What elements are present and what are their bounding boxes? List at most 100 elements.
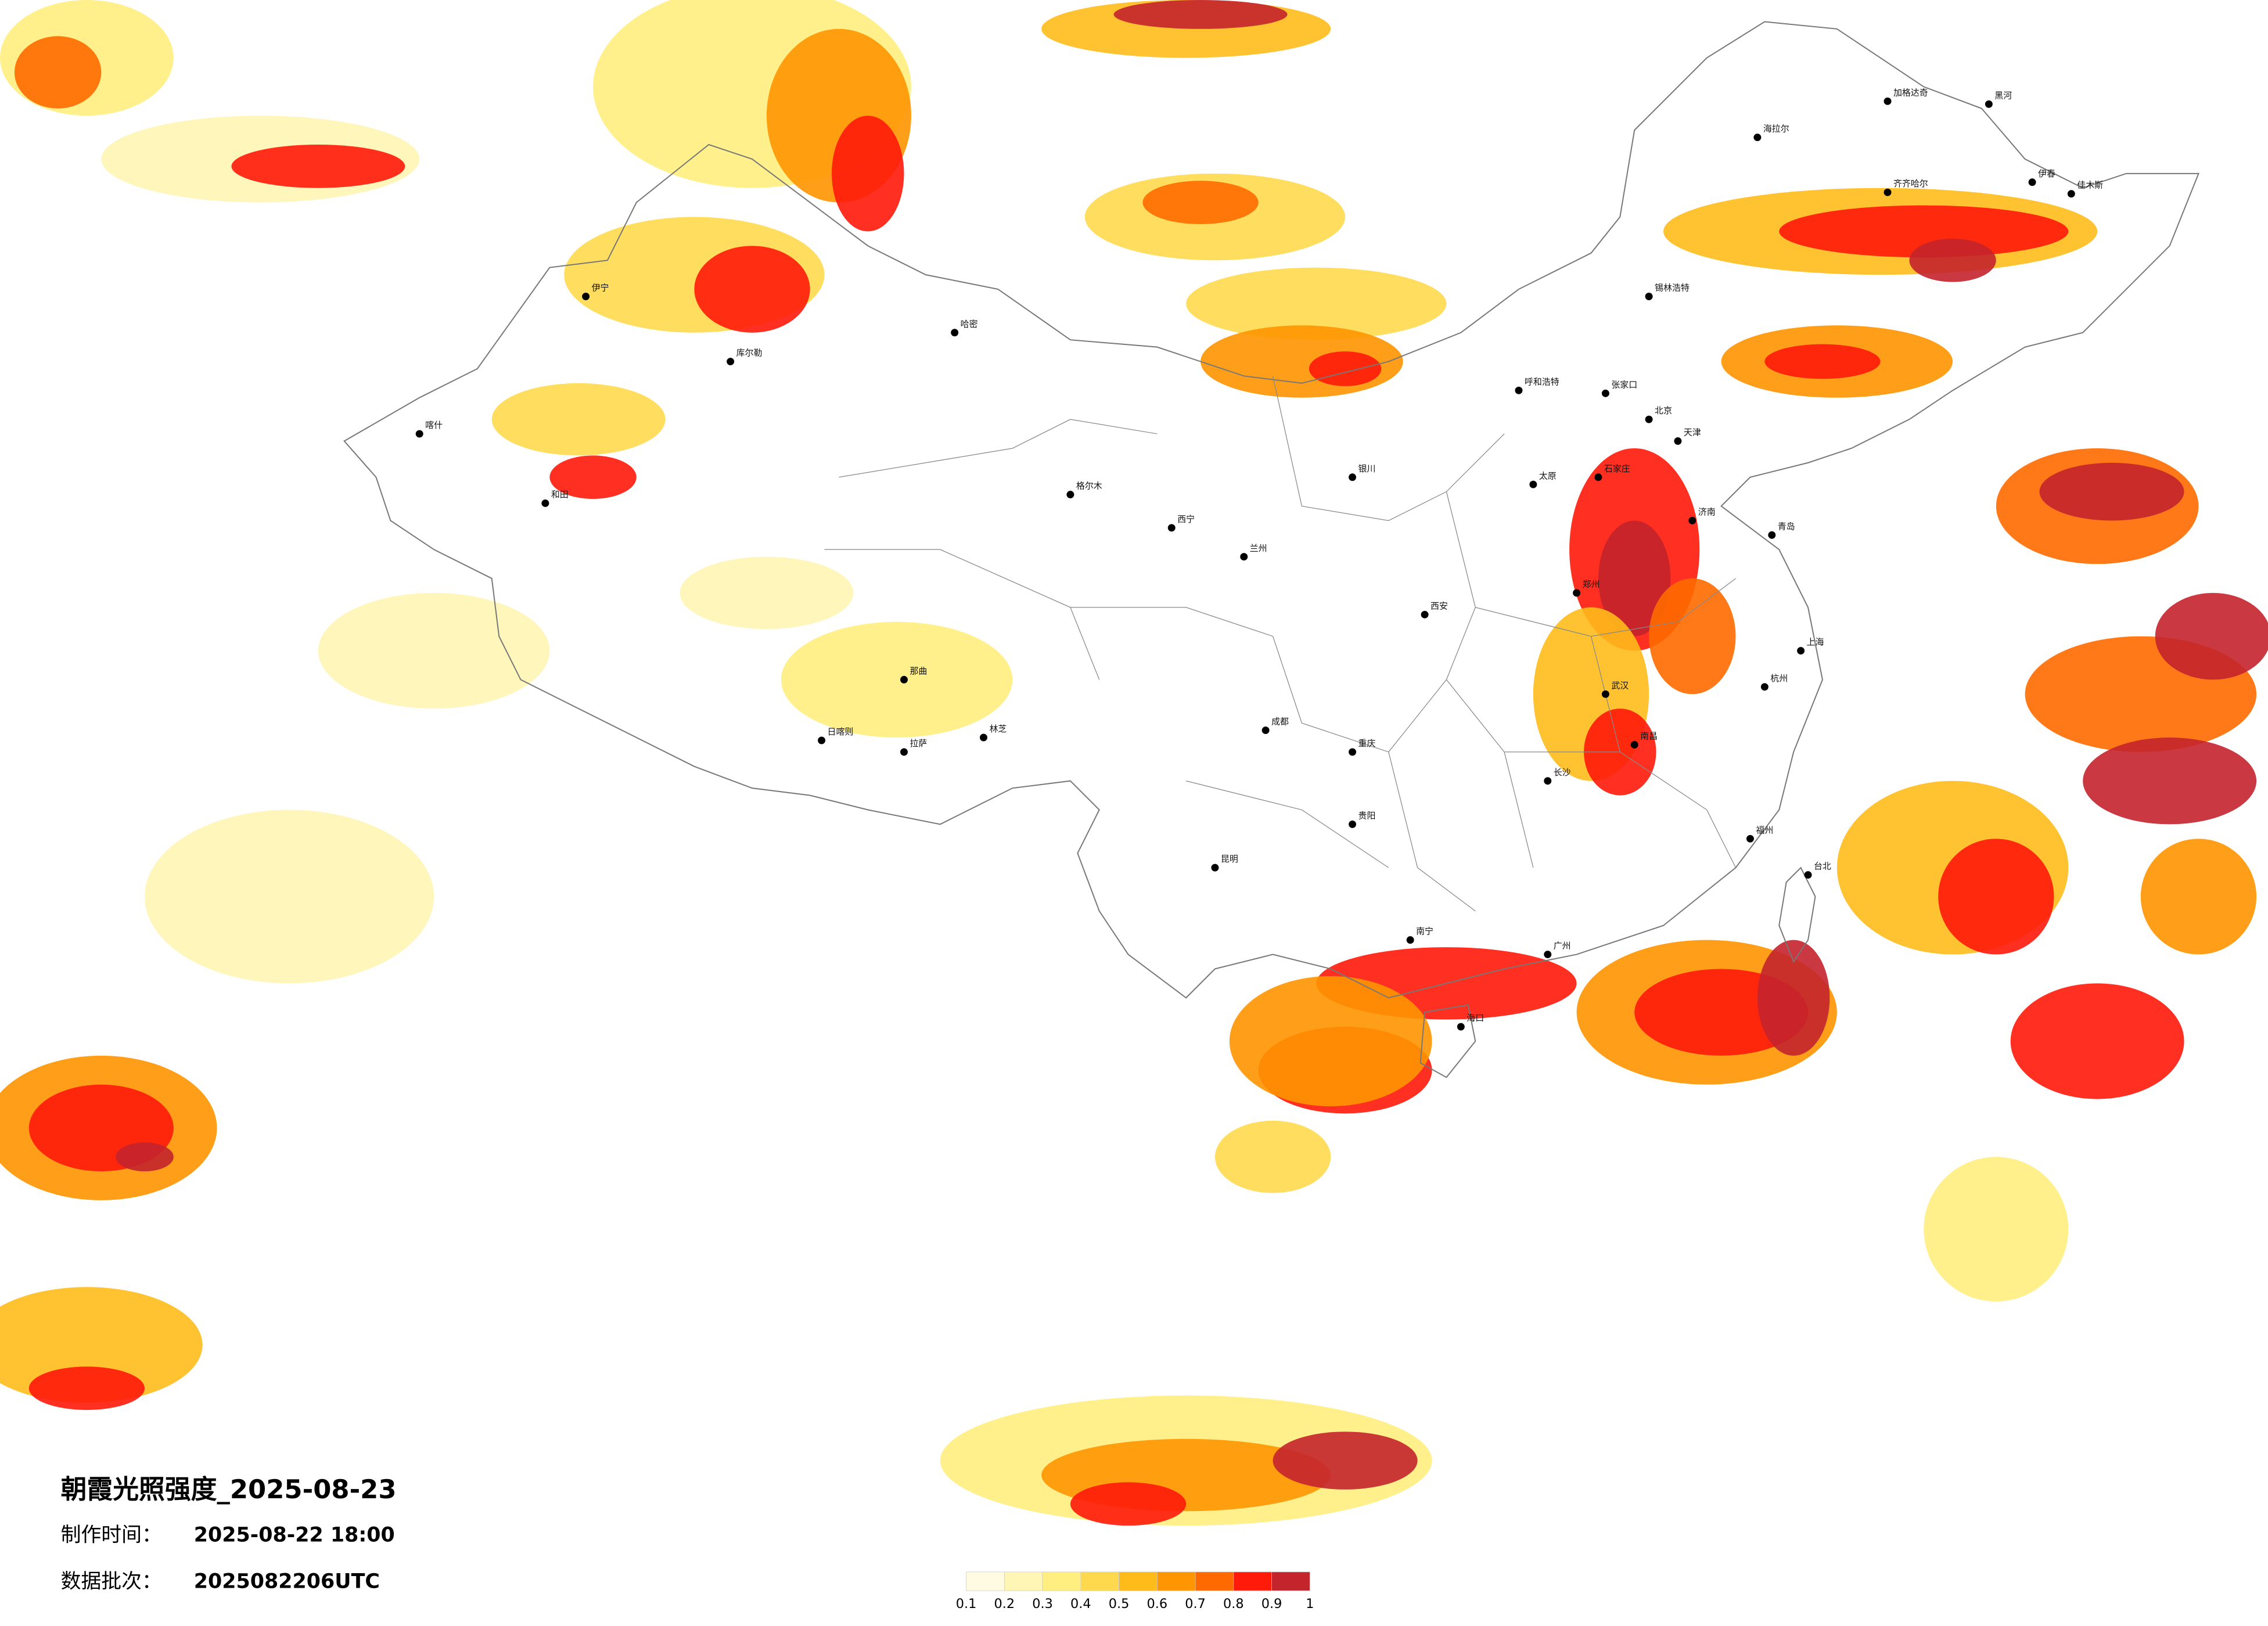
legend-swatch	[1271, 1571, 1310, 1591]
city-label: 呼和浩特	[1525, 376, 1559, 387]
intensity-area	[1142, 181, 1259, 224]
city-label: 银川	[1358, 463, 1376, 474]
city-dot	[1544, 777, 1552, 785]
intensity-area	[1070, 1482, 1187, 1526]
city-dot	[1349, 820, 1357, 828]
intensity-area	[1764, 344, 1881, 379]
city-label: 天津	[1684, 427, 1701, 438]
legend-tick-label: 0.9	[1261, 1596, 1282, 1611]
legend-tick-label: 0.7	[1185, 1596, 1206, 1611]
intensity-area	[2083, 738, 2257, 825]
city-label: 石家庄	[1604, 463, 1630, 474]
city-label: 太原	[1539, 470, 1557, 481]
city-dot	[1645, 415, 1653, 423]
intensity-area	[1186, 267, 1447, 340]
data-batch-value: 2025082206UTC	[194, 1570, 380, 1593]
city-label: 重庆	[1358, 738, 1376, 749]
intensity-area	[694, 246, 810, 333]
city-dot	[2067, 190, 2075, 198]
city-label: 郑州	[1583, 579, 1600, 589]
intensity-area	[1229, 976, 1432, 1107]
data-batch-label: 数据批次：	[61, 1570, 162, 1593]
city-dot	[1529, 480, 1537, 488]
city-label: 伊宁	[592, 283, 609, 293]
city-dot	[1457, 1023, 1465, 1031]
city-label: 北京	[1655, 405, 1672, 416]
city-dot	[1985, 100, 1993, 108]
legend-tick-label: 0.4	[1070, 1596, 1091, 1611]
legend-tick-label: 0.8	[1223, 1596, 1244, 1611]
city-dot	[1645, 293, 1653, 300]
city-label: 广州	[1554, 941, 1571, 951]
city-label: 南宁	[1416, 926, 1433, 937]
city-dot	[818, 736, 826, 744]
legend-swatch	[966, 1571, 1005, 1591]
intensity-area	[2010, 983, 2184, 1099]
city-dot	[1261, 726, 1270, 735]
city-dot	[727, 358, 735, 366]
intensity-area	[1598, 520, 1671, 636]
city-label: 张家口	[1611, 379, 1637, 390]
city-dot	[1674, 437, 1682, 445]
city-dot	[1594, 473, 1602, 481]
legend-tick-label: 0.2	[994, 1596, 1015, 1611]
city-label: 西宁	[1177, 514, 1195, 524]
city-label: 海拉尔	[1763, 124, 1789, 134]
intensity-area	[781, 621, 1013, 738]
legend: 0.1 0.2 0.3 0.4 0.5 0.6 0.7 0.8 0.9 1	[956, 1571, 1314, 1611]
city-label: 海口	[1467, 1013, 1484, 1023]
city-label: 台北	[1814, 861, 1831, 872]
city-label: 西安	[1430, 600, 1448, 611]
intensity-area	[2039, 462, 2184, 521]
city-label: 那曲	[910, 665, 927, 676]
city-label: 哈密	[961, 319, 978, 329]
city-label: 济南	[1698, 507, 1716, 517]
city-label: 昆明	[1221, 854, 1238, 864]
city-dot	[1760, 683, 1769, 691]
city-label: 贵阳	[1358, 810, 1376, 821]
city-dot	[1804, 871, 1812, 879]
intensity-area	[831, 116, 904, 232]
map-title: 朝霞光照强度_2025-08-23	[61, 1474, 397, 1505]
city-label: 伊春	[2038, 168, 2055, 179]
city-dot	[1240, 553, 1248, 561]
city-label: 锡林浩特	[1655, 283, 1690, 293]
city-dot	[1406, 936, 1414, 944]
city-label: 喀什	[425, 420, 443, 430]
legend-swatch	[1233, 1571, 1272, 1591]
intensity-area	[1909, 238, 1996, 282]
legend-tick-label: 0.5	[1109, 1596, 1130, 1611]
legend-tick-label: 0.1	[956, 1596, 977, 1611]
city-dot	[980, 733, 987, 742]
legend-swatch	[1042, 1571, 1081, 1591]
legend-swatch	[1156, 1571, 1196, 1591]
city-dot	[541, 499, 549, 508]
legend-tick-label: 0.6	[1147, 1596, 1168, 1611]
intensity-area	[549, 455, 637, 499]
city-label: 上海	[1807, 637, 1824, 647]
intensity-area	[680, 556, 854, 629]
city-label: 林芝	[989, 724, 1007, 734]
city-dot	[1688, 517, 1696, 524]
city-label: 兰州	[1250, 543, 1267, 553]
city-dot	[1515, 386, 1523, 394]
city-dot	[1211, 864, 1219, 872]
intensity-area	[1938, 839, 2054, 955]
city-dot	[1349, 473, 1357, 481]
city-dot	[415, 430, 423, 438]
city-label: 青岛	[1778, 521, 1795, 531]
city-label: 加格达奇	[1893, 87, 1928, 98]
city-label: 福州	[1756, 825, 1773, 835]
legend-swatch	[1004, 1571, 1043, 1591]
city-label: 黑河	[1994, 90, 2012, 100]
city-label: 和田	[551, 490, 569, 500]
city-dot	[582, 293, 590, 300]
city-dot	[1884, 188, 1892, 196]
hainan-outline	[1419, 1004, 1476, 1078]
legend-swatch	[1080, 1571, 1119, 1591]
intensity-area	[231, 145, 405, 188]
intensity-area	[116, 1142, 174, 1172]
intensity-area	[2155, 593, 2268, 680]
